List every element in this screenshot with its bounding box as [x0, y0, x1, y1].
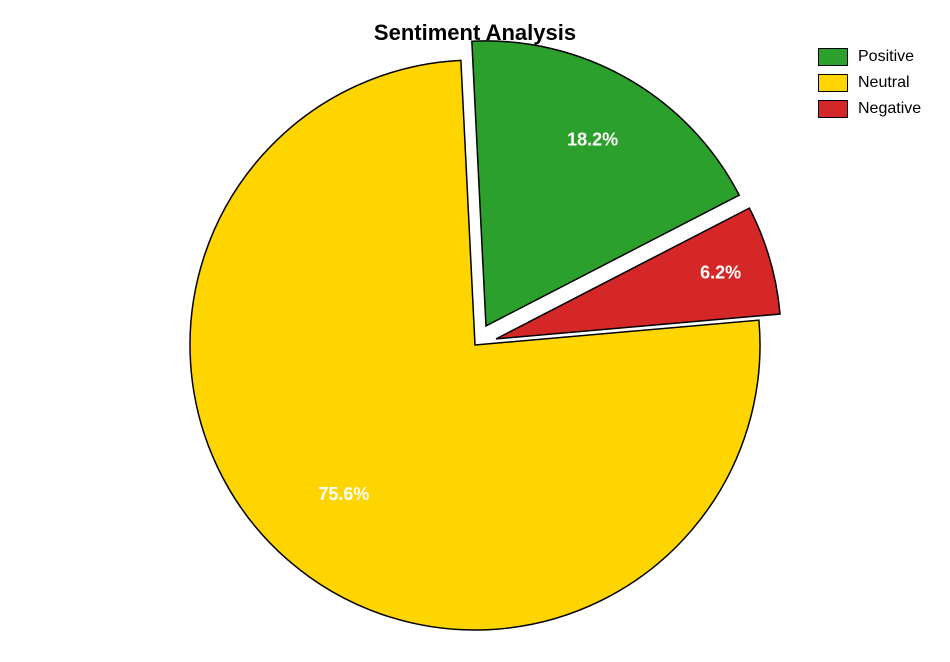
legend-swatch-negative	[818, 100, 848, 118]
legend-label-negative: Negative	[858, 100, 921, 118]
legend-label-positive: Positive	[858, 48, 914, 66]
chart-container: Sentiment Analysis 75.6%18.2%6.2% Positi…	[0, 0, 950, 662]
pie-slice-label-positive: 18.2%	[567, 129, 618, 149]
legend-item-neutral: Neutral	[818, 74, 921, 92]
legend-item-negative: Negative	[818, 100, 921, 118]
legend-swatch-positive	[818, 48, 848, 66]
legend-item-positive: Positive	[818, 48, 921, 66]
pie-chart: 75.6% 18.2% 6.2%	[0, 0, 950, 662]
legend: Positive Neutral Negative	[818, 48, 921, 126]
pie-slice-label-neutral: 75.6%	[318, 484, 369, 504]
legend-label-neutral: Neutral	[858, 74, 910, 92]
legend-swatch-neutral	[818, 74, 848, 92]
pie-slice-label-negative: 6.2%	[700, 263, 741, 283]
